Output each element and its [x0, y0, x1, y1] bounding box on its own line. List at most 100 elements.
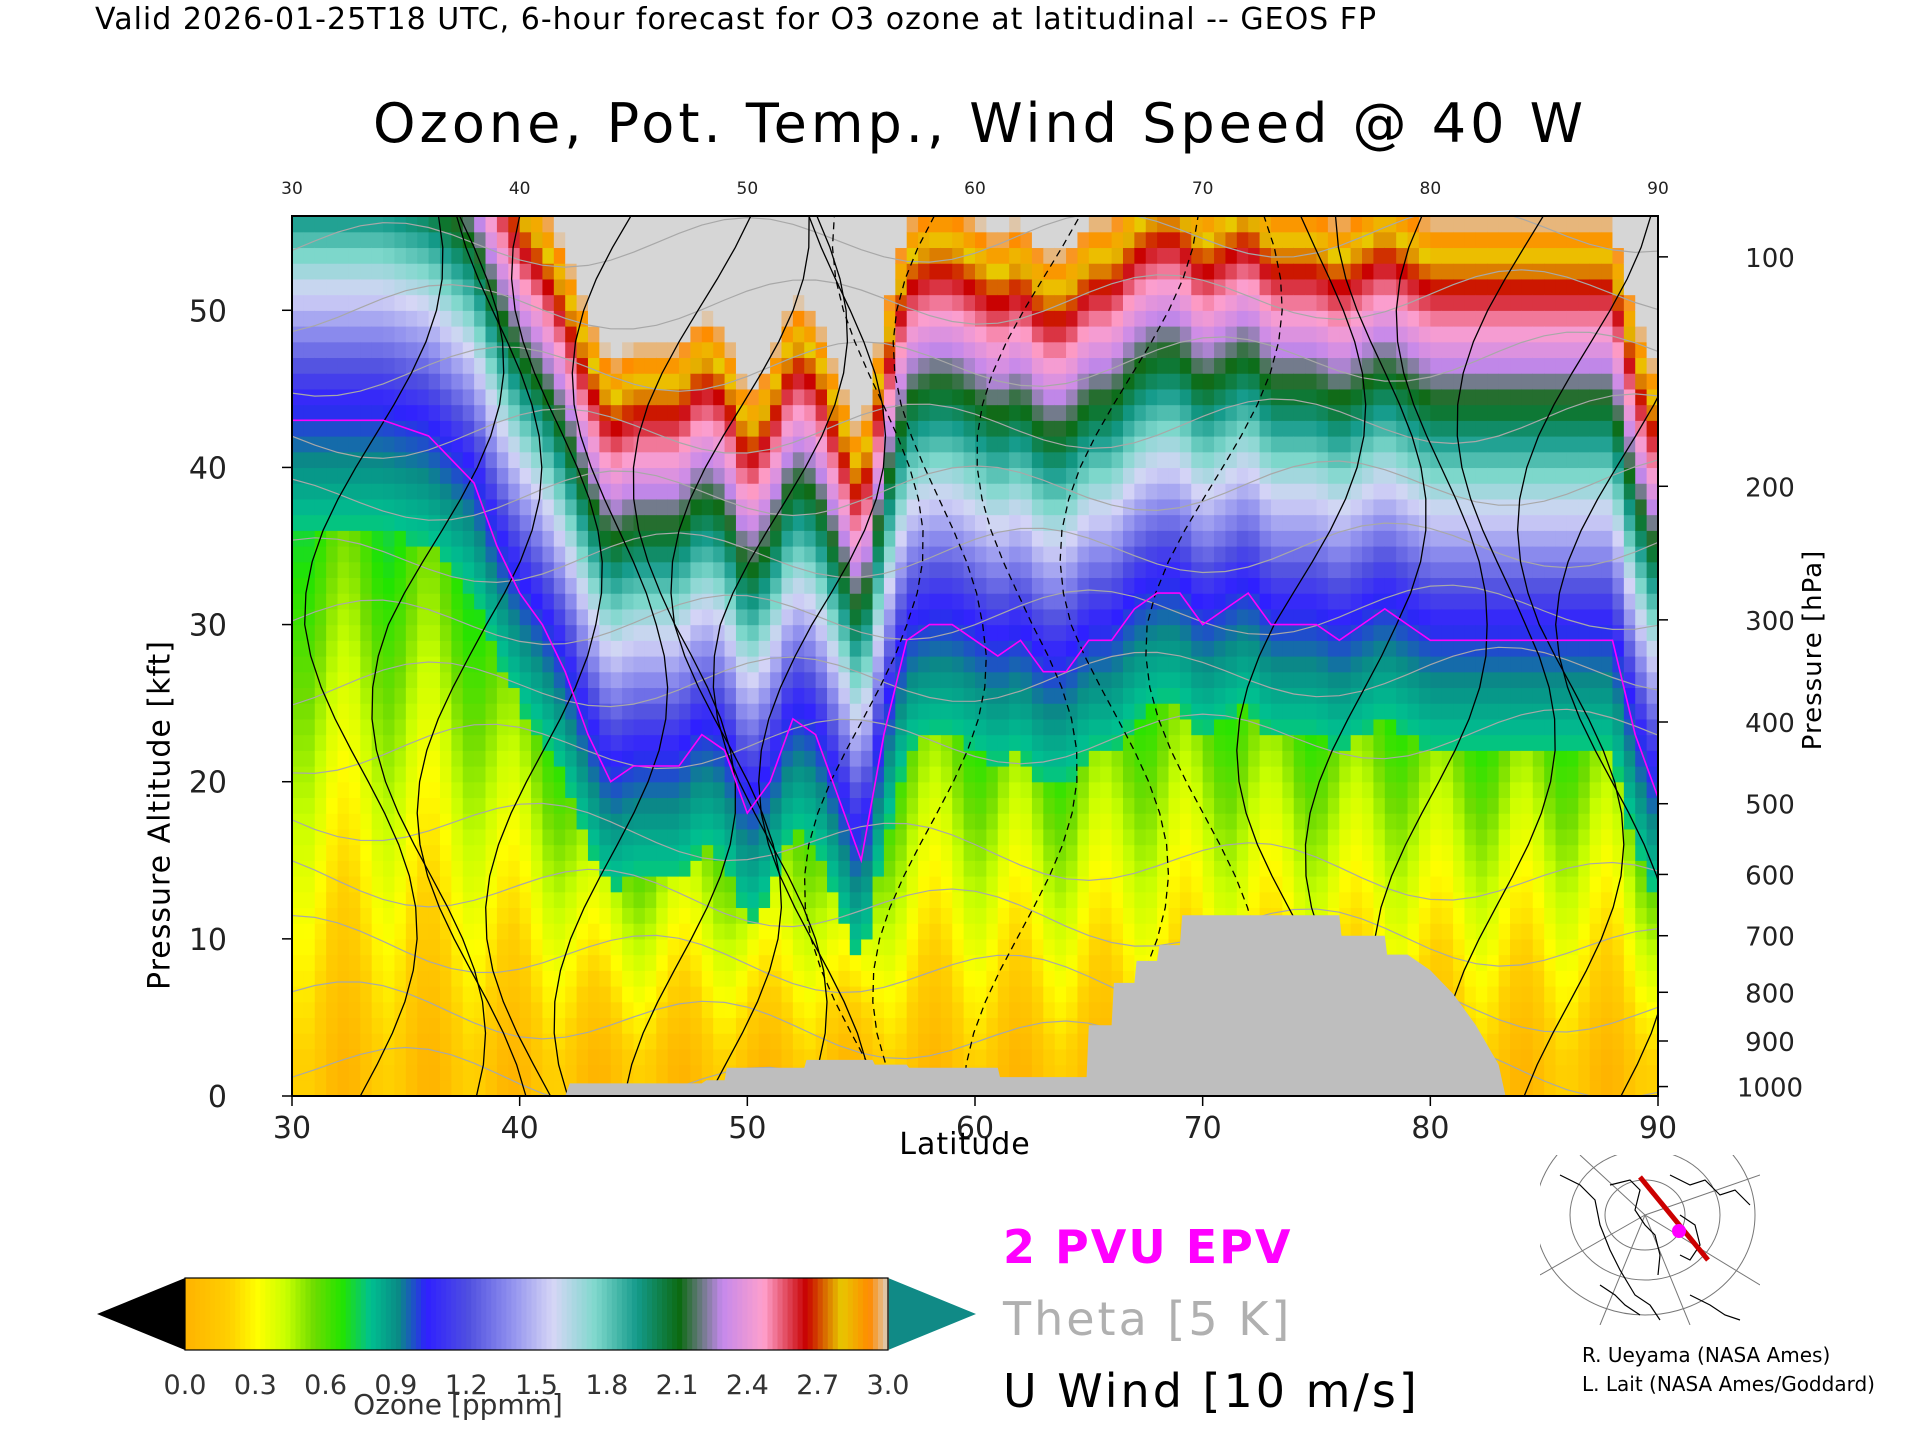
- colorbar-segment: [712, 1278, 719, 1350]
- colorbar-tick-label: 3.0: [867, 1370, 910, 1401]
- colorbar-segment: [295, 1278, 302, 1350]
- colorbar-segment: [772, 1278, 779, 1350]
- colorbar-segment: [240, 1278, 247, 1350]
- colorbar-segment: [471, 1278, 478, 1350]
- colorbar-segment: [657, 1278, 663, 1350]
- y-right-tick-label: 100: [1745, 244, 1795, 274]
- colorbar-segment: [410, 1278, 417, 1350]
- colorbar-segment: [832, 1278, 839, 1350]
- theta-line: [292, 646, 1658, 708]
- colorbar-segment: [360, 1278, 367, 1350]
- colorbar-segment: [702, 1278, 709, 1350]
- theta-line: [292, 393, 1658, 459]
- colorbar-segment: [245, 1278, 252, 1350]
- colorbar-high-arrow: [888, 1278, 976, 1350]
- location-marker: [1672, 1224, 1686, 1238]
- locator-map: [1540, 1155, 1760, 1325]
- theta-line: [292, 802, 1658, 901]
- colorbar-tick-label: 2.4: [726, 1370, 769, 1401]
- y-left-tick-label: 0: [208, 1080, 227, 1115]
- colorbar-segment: [722, 1278, 729, 1350]
- colorbar-segment: [451, 1278, 457, 1350]
- colorbar-segment: [611, 1278, 618, 1350]
- colorbar-segment: [787, 1278, 794, 1350]
- colorbar-segment: [405, 1278, 412, 1350]
- u-wind-line: [1516, 216, 1652, 1096]
- x-tick-label: 30: [273, 1111, 311, 1146]
- colorbar-segment: [636, 1278, 643, 1350]
- colorbar-segment: [812, 1278, 819, 1350]
- colorbar-segment: [385, 1278, 392, 1350]
- x-tick-label: 90: [1639, 1111, 1677, 1146]
- colorbar-segment: [586, 1278, 593, 1350]
- colorbar-segment: [340, 1278, 347, 1350]
- colorbar-frame: [184, 1277, 889, 1351]
- x-top-tick-label: 30: [281, 179, 303, 199]
- colorbar-segment: [380, 1278, 387, 1350]
- colorbar-tick-label: 0.3: [234, 1370, 277, 1401]
- colorbar-segment: [867, 1278, 874, 1350]
- colorbar-segment: [305, 1278, 312, 1350]
- colorbar-segment: [862, 1278, 869, 1350]
- y-right-tick-label: 200: [1745, 473, 1795, 503]
- colorbar-segment: [782, 1278, 789, 1350]
- colorbar-segment: [687, 1278, 693, 1350]
- colorbar-segment: [511, 1278, 518, 1350]
- colorbar-segment: [732, 1278, 739, 1350]
- x-axis-label: Latitude: [899, 1127, 1031, 1162]
- x-top-tick-label: 50: [737, 179, 759, 199]
- colorbar-segment: [426, 1278, 432, 1350]
- colorbar-segment: [220, 1278, 226, 1350]
- credit-line-1: R. Ueyama (NASA Ames): [1582, 1343, 1831, 1367]
- colorbar-segment: [446, 1278, 452, 1350]
- colorbar-segment: [596, 1278, 603, 1350]
- colorbar-segment: [270, 1278, 277, 1350]
- u-wind-contours: [304, 216, 1658, 1096]
- colorbar-segment: [516, 1278, 523, 1350]
- colorbar-segment: [506, 1278, 513, 1350]
- colorbar-segment: [350, 1278, 357, 1350]
- u-wind-line: [1059, 216, 1199, 1096]
- theta-line: [292, 708, 1658, 775]
- colorbar-segment: [581, 1278, 588, 1350]
- colorbar-segment: [531, 1278, 538, 1350]
- colorbar-tick-label: 0.6: [304, 1370, 347, 1401]
- colorbar-segment: [195, 1278, 201, 1350]
- colorbar-segment: [877, 1278, 884, 1350]
- u-wind-line: [872, 216, 987, 1096]
- axes: 3030404050506060707080809090010203040501…: [189, 179, 1803, 1146]
- colorbar-segment: [852, 1278, 859, 1350]
- u-wind-line: [712, 216, 849, 1096]
- colorbar-segment: [190, 1278, 196, 1350]
- colorbar-segment: [486, 1278, 493, 1350]
- y-right-tick-label: 300: [1745, 607, 1795, 637]
- y-left-tick-label: 30: [189, 609, 227, 644]
- x-top-tick-label: 90: [1647, 179, 1669, 199]
- u-wind-line: [1555, 395, 1658, 1096]
- x-tick-label: 60: [956, 1111, 994, 1146]
- colorbar-segment: [837, 1278, 844, 1350]
- colorbar-segment: [481, 1278, 488, 1350]
- colorbar-segment: [466, 1278, 473, 1350]
- colorbar-segment: [300, 1278, 307, 1350]
- y-right-tick-label: 500: [1745, 791, 1795, 821]
- colorbar-segment: [556, 1278, 563, 1350]
- colorbar-segment: [285, 1278, 292, 1350]
- y-right-tick-label: 900: [1745, 1028, 1795, 1058]
- colorbar-segment: [400, 1278, 407, 1350]
- colorbar-segment: [546, 1278, 553, 1350]
- y-axis-right-label: Pressure [hPa]: [1798, 549, 1828, 751]
- colorbar-segment: [345, 1278, 352, 1350]
- u-wind-line: [670, 216, 810, 1096]
- theta-line: [292, 1046, 1173, 1096]
- colorbar-segment: [491, 1278, 498, 1350]
- colorbar-segment: [752, 1278, 759, 1350]
- x-top-tick-label: 60: [964, 179, 986, 199]
- y-left-tick-label: 40: [189, 451, 227, 486]
- colorbar-segment: [521, 1278, 528, 1350]
- y-axis-left-label: Pressure Altitude [kft]: [142, 640, 178, 990]
- colorbar-segment: [536, 1278, 543, 1350]
- header-text: Valid 2026-01-25T18 UTC, 6-hour forecast…: [95, 2, 1378, 37]
- colorbar-tick-label: 2.1: [656, 1370, 699, 1401]
- colorbar-segment: [310, 1278, 317, 1350]
